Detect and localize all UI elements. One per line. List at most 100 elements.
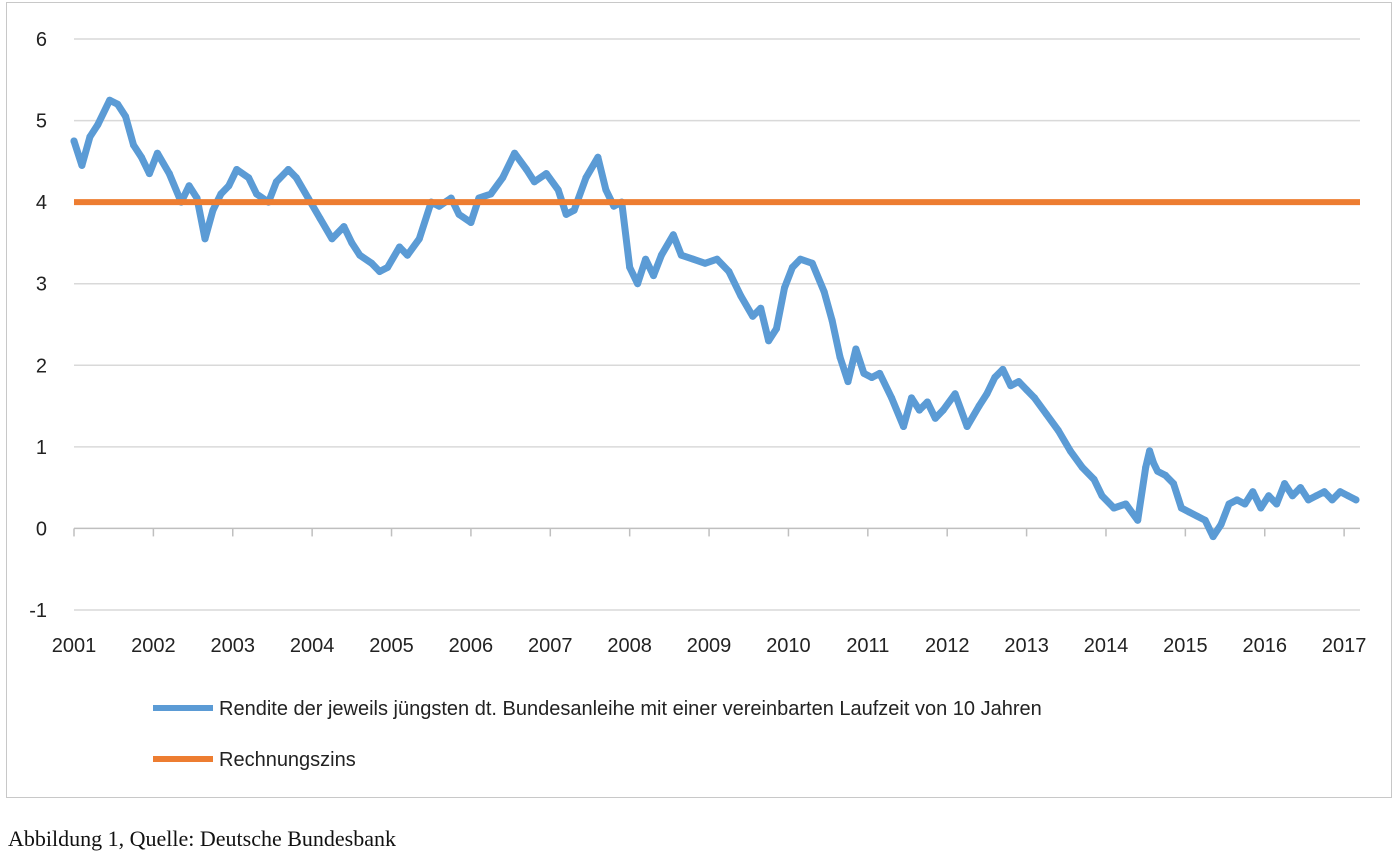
data-point-rendite xyxy=(455,210,463,218)
series-line-rendite xyxy=(70,96,1360,541)
data-point-rendite xyxy=(376,268,384,275)
data-point-rendite xyxy=(217,190,225,198)
data-point-rendite xyxy=(530,178,538,186)
data-point-rendite xyxy=(415,235,423,243)
x-tick-label: 2003 xyxy=(211,635,256,657)
data-point-rendite xyxy=(1185,508,1193,516)
data-point-rendite xyxy=(1078,463,1086,471)
data-point-rendite xyxy=(860,369,868,377)
data-point-rendite xyxy=(788,263,796,271)
data-point-rendite xyxy=(1273,500,1281,508)
data-point-rendite xyxy=(233,166,241,173)
x-tick-label: 2014 xyxy=(1084,635,1129,657)
data-point-rendite xyxy=(384,263,392,271)
data-point-rendite xyxy=(1297,484,1304,492)
data-point-rendite xyxy=(185,182,193,190)
data-point-rendite xyxy=(209,206,217,214)
data-point-rendite xyxy=(602,186,610,194)
legend-label: Rechnungszins xyxy=(219,749,356,771)
data-point-rendite xyxy=(1023,386,1031,394)
data-point-rendite xyxy=(900,423,907,430)
data-point-rendite xyxy=(1241,500,1249,508)
data-point-rendite xyxy=(1281,480,1289,488)
x-tick-label: 2002 xyxy=(131,635,176,657)
data-point-rendite xyxy=(1177,504,1185,512)
data-point-rendite xyxy=(594,153,602,161)
data-point-rendite xyxy=(657,251,665,259)
data-point-rendite xyxy=(626,263,634,271)
data-point-rendite xyxy=(951,390,959,398)
data-point-rendite xyxy=(781,284,788,292)
legend-item-rechnungszins: Rechnungszins xyxy=(153,749,356,771)
data-point-rendite xyxy=(253,190,261,198)
data-point-rendite xyxy=(1265,492,1273,500)
data-point-rendite xyxy=(844,378,852,386)
data-point-rendite xyxy=(1042,410,1050,418)
data-point-rendite xyxy=(78,161,86,169)
data-point-rendite xyxy=(340,223,348,231)
x-tick-label: 2009 xyxy=(687,635,732,657)
data-point-rendite xyxy=(963,423,971,430)
y-tick-label: -1 xyxy=(29,600,47,622)
data-point-rendite xyxy=(328,235,336,243)
data-point-rendite xyxy=(701,259,709,267)
data-point-rendite xyxy=(292,174,300,182)
data-point-rendite xyxy=(1150,459,1158,467)
y-tick-label: 3 xyxy=(36,274,47,296)
data-point-rendite xyxy=(165,170,173,178)
x-tick-label: 2007 xyxy=(528,635,573,657)
legend-label: Rendite der jeweils jüngsten dt. Bundesa… xyxy=(219,698,1042,720)
data-point-rendite xyxy=(1217,520,1225,528)
data-point-rendite xyxy=(153,149,161,157)
y-tick-label: 5 xyxy=(36,111,47,133)
data-point-rendite xyxy=(1193,512,1201,520)
data-point-rendite xyxy=(356,251,364,259)
data-point-rendite xyxy=(487,190,495,198)
data-point-rendite xyxy=(808,259,816,267)
data-point-rendite xyxy=(94,121,102,129)
x-tick-label: 2016 xyxy=(1242,635,1287,657)
x-tick-label: 2015 xyxy=(1163,635,1208,657)
data-point-rendite xyxy=(876,369,884,377)
data-point-rendite xyxy=(86,133,94,141)
data-point-rendite xyxy=(1312,492,1320,500)
data-point-rendite xyxy=(828,316,836,324)
data-point-rendite xyxy=(1162,471,1169,479)
data-point-rendite xyxy=(396,243,403,251)
data-point-rendite xyxy=(570,206,578,214)
data-point-rendite xyxy=(713,255,721,263)
y-tick-label: 2 xyxy=(36,355,47,377)
y-tick-label: 4 xyxy=(36,192,47,214)
chart-frame: 6 5 4 3 2 1 0 -1 2001 2002 2003 2004 2005 2006 2007 20… xyxy=(6,2,1392,798)
y-tick-label: 6 xyxy=(36,29,47,51)
data-point-rendite xyxy=(852,345,860,353)
data-point-rendite xyxy=(554,186,562,194)
data-point-rendite xyxy=(138,153,145,161)
data-point-rendite xyxy=(1328,496,1336,504)
data-point-rendite xyxy=(562,210,570,218)
data-point-rendite xyxy=(796,255,804,263)
data-point-rendite xyxy=(1257,504,1265,512)
legend: Rendite der jeweils jüngsten dt. Bundesa… xyxy=(153,698,1042,771)
data-point-rendite xyxy=(737,292,745,300)
data-point-rendite xyxy=(272,178,280,186)
gridlines xyxy=(74,38,1360,611)
data-point-rendite xyxy=(1304,496,1312,504)
data-point-rendite xyxy=(1154,467,1162,475)
data-point-rendite xyxy=(888,394,896,402)
data-point-rendite xyxy=(542,170,550,178)
data-point-rendite xyxy=(765,337,773,345)
data-point-rendite xyxy=(669,231,677,239)
x-tick-label: 2010 xyxy=(766,635,811,657)
y-axis-ticks: 6 5 4 3 2 1 0 -1 xyxy=(29,29,47,622)
data-point-rendite xyxy=(677,251,685,259)
data-point-rendite xyxy=(991,374,999,381)
data-point-rendite xyxy=(1122,500,1130,508)
x-tick-label: 2006 xyxy=(449,635,494,657)
data-point-rendite xyxy=(650,272,657,280)
data-point-rendite xyxy=(1098,492,1106,500)
data-point-rendite xyxy=(908,394,915,402)
x-tick-label: 2011 xyxy=(846,635,889,657)
data-point-rendite xyxy=(1225,500,1233,508)
